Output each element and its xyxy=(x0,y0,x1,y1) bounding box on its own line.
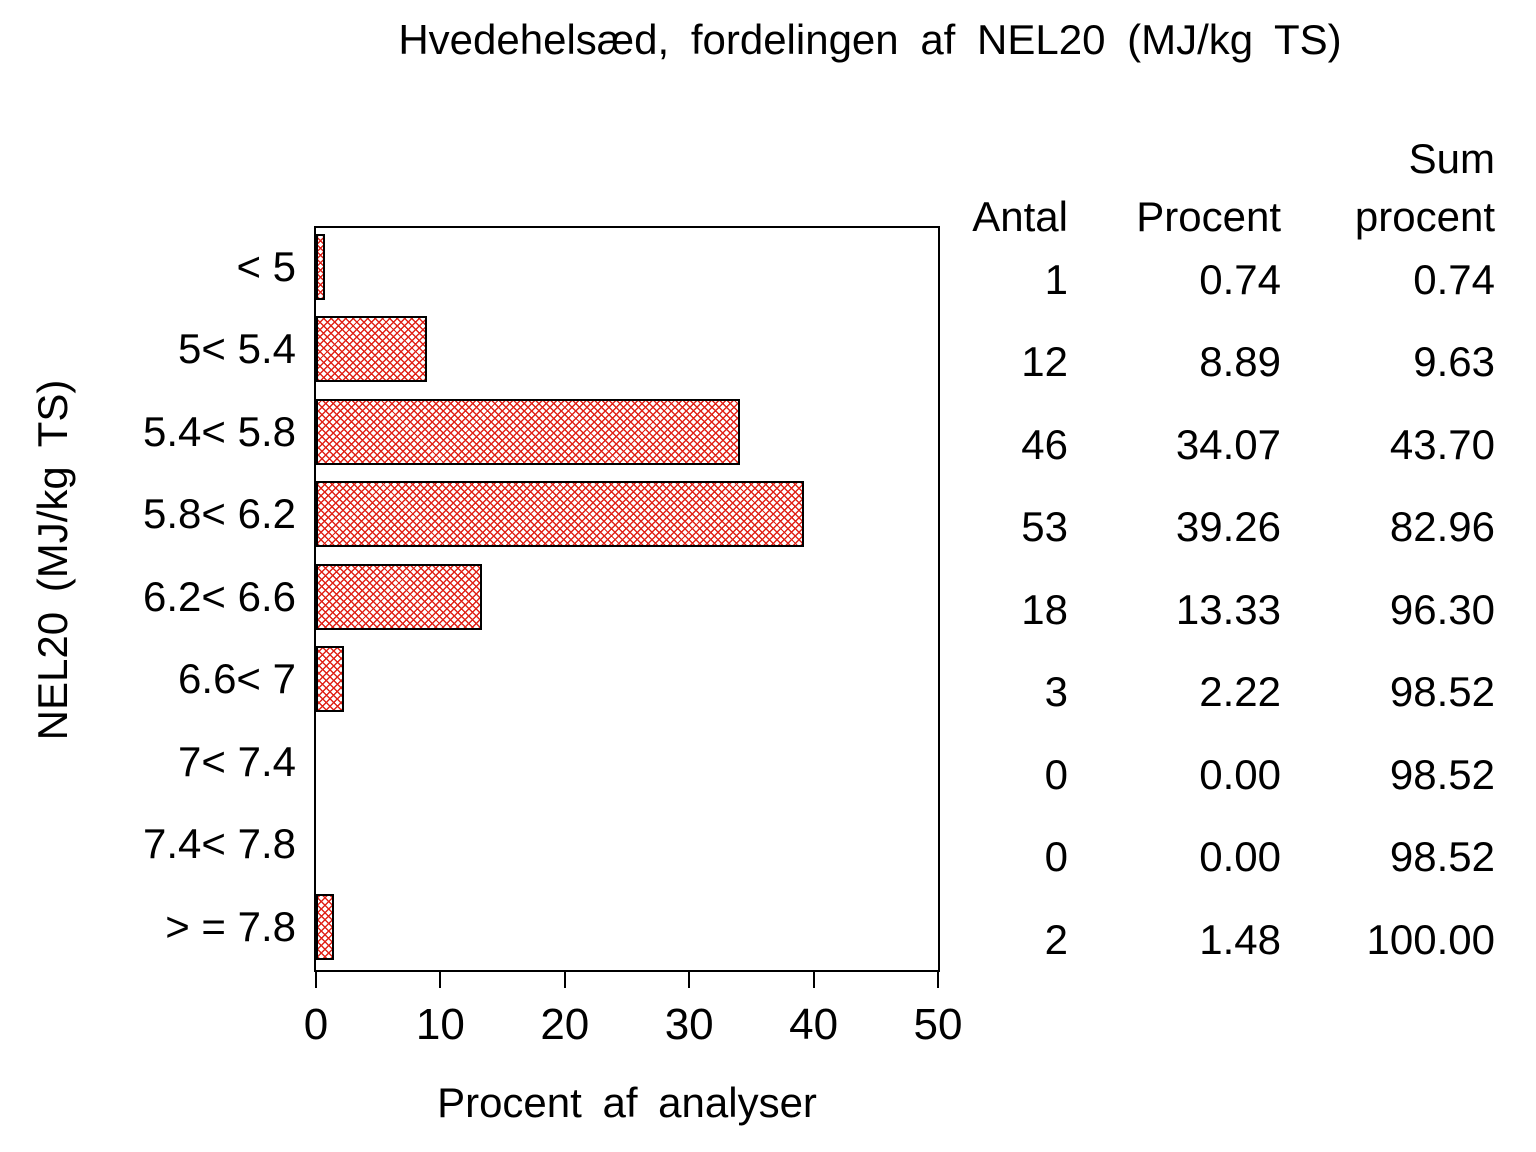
table-cell-procent: 8.89 xyxy=(1199,338,1281,386)
category-label: 5.4< 5.8 xyxy=(143,407,296,455)
table-header-procent: Procent xyxy=(1136,193,1281,240)
bar xyxy=(316,316,427,383)
table-cell-procent: 0.74 xyxy=(1199,256,1281,303)
table-cell-procent: 13.33 xyxy=(1175,585,1281,633)
table-cell-sum: 98.52 xyxy=(1389,750,1495,798)
category-label: 6.2< 6.6 xyxy=(143,572,296,620)
table-cell-antal: 53 xyxy=(1021,503,1068,551)
x-tick-label: 0 xyxy=(303,1000,329,1049)
table-cell-antal: 18 xyxy=(1021,585,1068,633)
table-cell-sum: 98.52 xyxy=(1389,833,1495,881)
table-cell-sum: 98.52 xyxy=(1389,668,1495,716)
x-tick xyxy=(937,972,939,988)
bar xyxy=(316,563,482,630)
category-label: 5< 5.4 xyxy=(178,325,296,373)
category-label: 7.4< 7.8 xyxy=(143,820,296,868)
category-label: 7< 7.4 xyxy=(178,737,296,785)
bar xyxy=(316,234,326,300)
x-tick-label: 10 xyxy=(415,1000,465,1049)
table-cell-procent: 39.26 xyxy=(1175,503,1281,551)
category-label: < 5 xyxy=(236,243,296,290)
table-cell-sum: 9.63 xyxy=(1413,338,1495,386)
table-cell-sum: 0.74 xyxy=(1413,256,1495,303)
table-cell-antal: 1 xyxy=(1044,256,1068,303)
table-cell-procent: 0.00 xyxy=(1199,750,1281,798)
x-tick-label: 20 xyxy=(540,1000,590,1049)
table-header-antal: Antal xyxy=(972,193,1068,240)
table-cell-antal: 12 xyxy=(1021,338,1068,386)
x-tick xyxy=(563,972,566,988)
bar xyxy=(316,893,335,960)
category-label: > = 7.8 xyxy=(165,902,296,950)
table-cell-antal: 0 xyxy=(1044,750,1068,798)
x-tick xyxy=(315,972,317,988)
x-tick xyxy=(439,972,442,988)
x-tick-label: 40 xyxy=(789,1000,839,1049)
x-tick-label: 30 xyxy=(664,1000,714,1049)
table-cell-antal: 2 xyxy=(1044,915,1068,963)
table-cell-procent: 1.48 xyxy=(1199,915,1281,963)
table-cell-sum: 82.96 xyxy=(1389,503,1495,551)
category-label: 5.8< 6.2 xyxy=(143,490,296,538)
x-tick xyxy=(812,972,815,988)
table-header-sum-line1: Sum xyxy=(1408,135,1495,182)
x-tick-label: 50 xyxy=(913,1000,963,1049)
table-cell-antal: 0 xyxy=(1044,833,1068,881)
table-cell-sum: 100.00 xyxy=(1366,915,1495,963)
table-cell-procent: 34.07 xyxy=(1175,420,1281,468)
table-cell-sum: 96.30 xyxy=(1389,585,1495,633)
category-label: 6.6< 7 xyxy=(178,655,296,703)
x-axis-title: Procent af analyser xyxy=(437,1079,817,1126)
x-tick xyxy=(688,972,691,988)
table-cell-procent: 0.00 xyxy=(1199,833,1281,881)
table-header-sum-line2: procent xyxy=(1354,193,1495,240)
table-cell-antal: 46 xyxy=(1021,420,1068,468)
table-cell-antal: 3 xyxy=(1044,668,1068,716)
chart-title: Hvedehelsæd, fordelingen af NEL20 (MJ/kg… xyxy=(398,16,1342,63)
table-cell-sum: 43.70 xyxy=(1389,420,1495,468)
bar xyxy=(316,398,740,465)
bar xyxy=(316,481,805,548)
table-cell-procent: 2.22 xyxy=(1199,668,1281,716)
bar xyxy=(316,646,344,713)
